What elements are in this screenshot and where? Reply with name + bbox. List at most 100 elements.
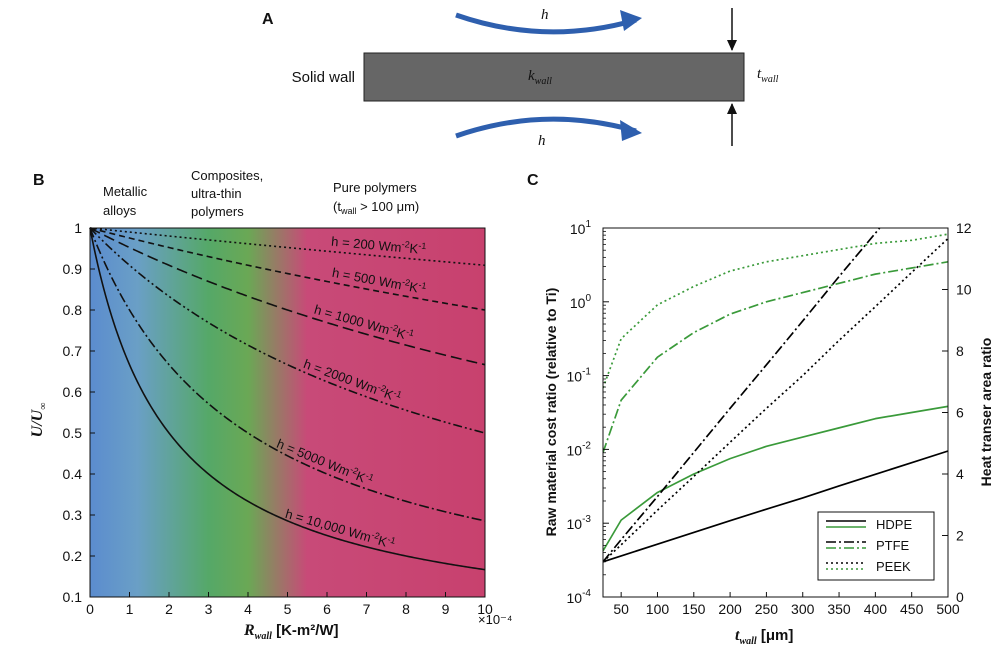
y-tick-label: 0.5 — [63, 425, 83, 441]
solid-wall — [363, 52, 745, 102]
h-top-label: h — [541, 7, 549, 23]
plot-c-left-ticks: 10-4 10-3 10-2 10-1 100 101 — [567, 219, 609, 606]
y-tick-label: 1 — [74, 220, 82, 236]
left-tick-label: 101 — [570, 219, 592, 237]
series-line-h500 — [89, 227, 486, 311]
right-tick-label: 0 — [956, 589, 964, 605]
series-ptfe-left — [603, 228, 881, 563]
k-wall-label: kwall — [528, 68, 552, 87]
left-tick-label: 100 — [570, 293, 592, 311]
left-tick-label: 10-4 — [567, 588, 592, 606]
left-tick-label: 10-3 — [567, 514, 592, 532]
region-metallic-line1: Metallic — [103, 184, 148, 199]
x-tick-label: 500 — [936, 601, 960, 617]
thickness-arrowhead-top — [727, 40, 737, 51]
y-tick-label: 0.6 — [63, 384, 83, 400]
right-tick-label: 2 — [956, 528, 964, 544]
x-tick-label: 4 — [244, 601, 252, 617]
x-tick-label: 0 — [86, 601, 94, 617]
x-tick-label: 400 — [864, 601, 888, 617]
panel-a-label: A — [262, 11, 274, 28]
x-tick-label: 450 — [900, 601, 924, 617]
x-tick-label: 3 — [205, 601, 213, 617]
y-tick-label: 0.4 — [63, 466, 83, 482]
plot-c-series — [603, 228, 948, 563]
y-tick-label: 0.9 — [63, 261, 83, 277]
top-flow-arrowhead — [620, 10, 642, 31]
panel-b: B Metallic alloys Composites, ultra-thin… — [29, 168, 513, 642]
region-polymers-line1: Pure polymers — [333, 180, 417, 195]
series-line-h200 — [89, 227, 486, 267]
legend-label-peek: PEEK — [876, 559, 911, 574]
panel-a: A Solid wall kwall twall h h — [262, 7, 779, 149]
panel-c: C 50 100 150 200 250 300 350 400 450 500 10-410-3… — [527, 172, 994, 647]
y-tick-label: 0.7 — [63, 343, 83, 359]
series-hdpe-right — [603, 405, 948, 552]
plot-b-background — [90, 228, 485, 597]
x-tick-label: 1 — [126, 601, 134, 617]
right-tick-label: 10 — [956, 282, 972, 298]
right-tick-label: 6 — [956, 405, 964, 421]
x-tick-label: 10 — [477, 601, 493, 617]
region-composites-line2: ultra-thin — [191, 186, 242, 201]
series-line-h1000 — [89, 227, 486, 366]
y-tick-label: 0.3 — [63, 507, 83, 523]
plot-c-left-axis-label: Raw material cost ratio (relative to Ti) — [543, 288, 559, 537]
plot-b-y-ticks: 0.1 0.2 0.3 0.4 0.5 0.6 0.7 0.8 0.9 1 — [63, 220, 95, 605]
right-tick-label: 12 — [956, 220, 972, 236]
x-tick-label: 250 — [755, 601, 779, 617]
series-line-h5000 — [89, 227, 486, 522]
legend-label-hdpe: HDPE — [876, 517, 912, 532]
region-composites-line3: polymers — [191, 204, 244, 219]
series-label-h200: h = 200 Wm-2K-1 — [331, 233, 427, 257]
y-tick-label: 0.1 — [63, 589, 83, 605]
plot-c-right-axis-label: Heat transer area ratio — [978, 338, 994, 487]
plot-c-x-axis-label: twall [μm] — [735, 627, 793, 647]
plot-c-x-ticks: 50 100 150 200 250 300 350 400 450 500 — [613, 592, 960, 617]
plot-b-y-axis-label: U/U∞ — [29, 403, 49, 438]
x-tick-label: 300 — [791, 601, 815, 617]
plot-b-x-multiplier: ×10⁻⁴ — [478, 612, 513, 627]
right-tick-label: 4 — [956, 466, 964, 482]
t-wall-label: twall — [757, 66, 779, 85]
top-flow-arrow — [455, 12, 637, 35]
x-tick-label: 150 — [682, 601, 706, 617]
x-tick-label: 350 — [827, 601, 851, 617]
bottom-flow-arrowhead — [620, 120, 642, 141]
plot-b-x-axis-label: Rwall [K-m²/W] — [243, 622, 339, 642]
x-tick-label: 9 — [442, 601, 450, 617]
x-tick-label: 50 — [613, 601, 629, 617]
series-line-h2000 — [89, 227, 486, 434]
region-polymers-line2: (twall > 100 μm) — [333, 199, 419, 216]
y-tick-label: 0.8 — [63, 302, 83, 318]
series-line-h10000 — [89, 227, 486, 571]
region-composites-line1: Composites, — [191, 168, 263, 183]
plot-c-right-ticks: 0 2 4 6 8 10 12 — [942, 220, 972, 605]
series-peek-right — [603, 233, 948, 389]
solid-wall-label: Solid wall — [292, 69, 355, 86]
region-metallic-line2: alloys — [103, 203, 137, 218]
left-tick-label: 10-2 — [567, 440, 592, 458]
series-ptfe-right — [603, 260, 948, 453]
left-tick-label: 10-1 — [567, 367, 592, 385]
series-hdpe-left — [603, 450, 948, 563]
y-tick-label: 0.2 — [63, 548, 83, 564]
x-tick-label: 100 — [646, 601, 670, 617]
x-tick-label: 7 — [363, 601, 371, 617]
x-tick-label: 6 — [323, 601, 331, 617]
x-tick-label: 200 — [718, 601, 742, 617]
panel-b-label: B — [33, 172, 45, 189]
plot-b-x-ticks: 0 1 2 3 4 5 6 7 8 9 10 — [86, 592, 493, 617]
x-tick-label: 2 — [165, 601, 173, 617]
x-tick-label: 8 — [402, 601, 410, 617]
x-tick-label: 5 — [284, 601, 292, 617]
right-tick-label: 8 — [956, 343, 964, 359]
plot-b-series — [89, 227, 486, 571]
panel-c-label: C — [527, 172, 539, 189]
legend-label-ptfe: PTFE — [876, 538, 910, 553]
h-bottom-label: h — [538, 133, 546, 149]
bottom-flow-arrow — [455, 116, 637, 139]
plot-c-legend: HDPE PTFE PEEK — [817, 511, 935, 581]
thickness-arrowhead-bottom — [727, 103, 737, 114]
